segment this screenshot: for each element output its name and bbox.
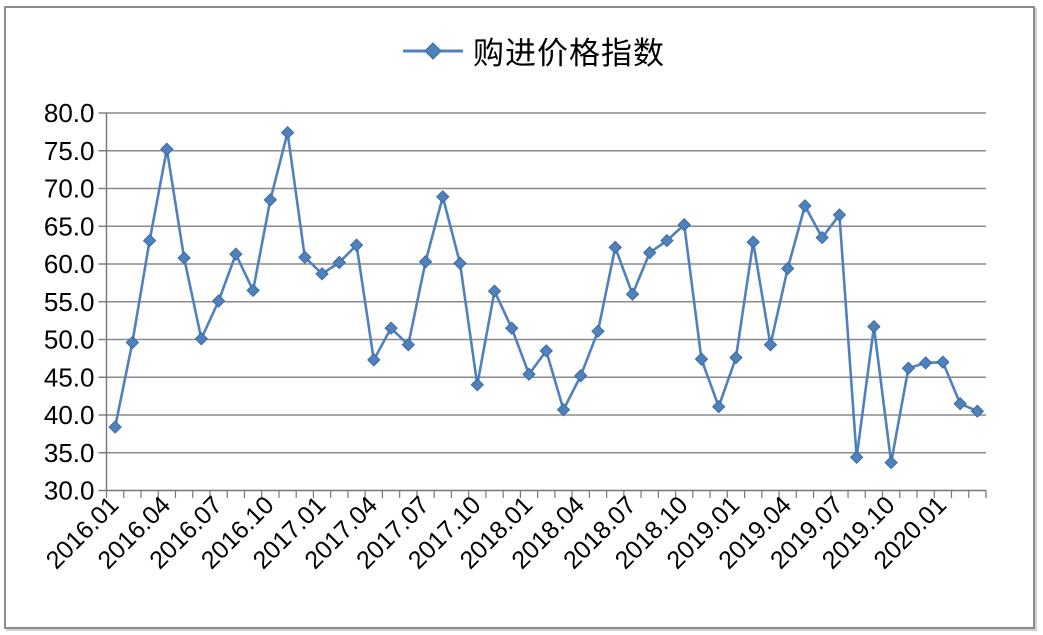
- data-point-marker: [953, 396, 967, 411]
- data-point-marker: [660, 233, 674, 248]
- data-point-marker: [729, 350, 743, 365]
- y-tick-label: 55.0: [44, 287, 95, 317]
- y-tick-label: 45.0: [44, 362, 95, 392]
- data-point-marker: [574, 369, 588, 383]
- data-point-marker: [867, 319, 881, 334]
- y-tick-label: 60.0: [44, 249, 95, 279]
- data-point-marker: [711, 399, 726, 414]
- data-point-marker: [108, 420, 122, 434]
- legend-line-marker-icon: [403, 41, 463, 60]
- data-point-marker: [608, 240, 622, 255]
- data-point-marker: [367, 353, 381, 367]
- data-point-marker: [332, 255, 347, 270]
- y-tick-label: 35.0: [44, 438, 95, 468]
- data-point-marker: [780, 261, 795, 276]
- data-point-marker: [591, 324, 605, 338]
- data-point-marker: [453, 256, 467, 270]
- data-point-marker: [125, 335, 140, 350]
- data-point-marker: [470, 378, 484, 392]
- y-axis-ticks: [98, 112, 107, 492]
- data-point-marker: [694, 352, 709, 366]
- y-tick-label: 30.0: [44, 476, 95, 506]
- data-point-marker: [677, 218, 691, 232]
- data-point-marker: [298, 250, 312, 264]
- data-point-marker: [798, 199, 812, 213]
- data-point-marker: [487, 284, 502, 298]
- y-tick-label: 80.0: [44, 98, 95, 128]
- data-point-marker: [194, 332, 209, 346]
- data-point-marker: [815, 230, 829, 245]
- data-point-marker: [970, 404, 985, 418]
- y-tick-label: 75.0: [44, 136, 95, 166]
- data-point-marker: [349, 238, 364, 252]
- data-point-marker: [142, 233, 157, 248]
- data-point-marker: [401, 338, 415, 352]
- data-point-marker: [211, 294, 226, 308]
- legend: 购进价格指数: [402, 28, 665, 73]
- data-point-marker: [522, 367, 536, 381]
- data-point-marker: [918, 356, 933, 370]
- data-point-marker: [263, 193, 278, 207]
- data-point-marker: [884, 455, 898, 470]
- data-point-marker: [177, 251, 191, 265]
- data-point-marker: [849, 450, 864, 464]
- data-point-marker: [384, 321, 398, 335]
- data-point-marker: [160, 142, 174, 156]
- data-point-marker: [936, 355, 950, 369]
- gridlines: [106, 112, 986, 454]
- data-point-marker: [832, 208, 847, 222]
- x-axis-ticks: [105, 490, 987, 498]
- y-tick-label: 70.0: [44, 174, 95, 204]
- y-tick-label: 65.0: [44, 211, 95, 241]
- data-point-marker: [746, 235, 760, 249]
- data-point-marker: [556, 403, 571, 417]
- y-tick-label: 40.0: [44, 400, 95, 430]
- data-point-marker: [436, 190, 450, 204]
- data-point-marker: [539, 344, 553, 358]
- data-point-marker: [763, 338, 778, 352]
- data-point-marker: [229, 247, 243, 261]
- y-tick-label: 50.0: [44, 325, 95, 355]
- x-axis-labels: 2016.012016.042016.072016.102017.012017.…: [41, 491, 952, 575]
- data-point-marker: [246, 283, 260, 298]
- data-point-marker: [643, 245, 657, 260]
- data-point-marker: [315, 267, 329, 281]
- data-point-marker: [505, 321, 519, 335]
- data-point-marker: [901, 361, 916, 375]
- data-point-marker: [625, 287, 640, 301]
- series-line: [113, 131, 978, 464]
- y-axis-labels: 80.0 75.0 70.0 65.0 60.0 55.0 50.0 45.0 40.0 35.0…: [44, 98, 95, 506]
- legend-label: 购进价格指数: [473, 36, 665, 71]
- data-point-marker: [280, 125, 295, 140]
- data-point-marker: [418, 255, 433, 269]
- data-series: [108, 125, 985, 470]
